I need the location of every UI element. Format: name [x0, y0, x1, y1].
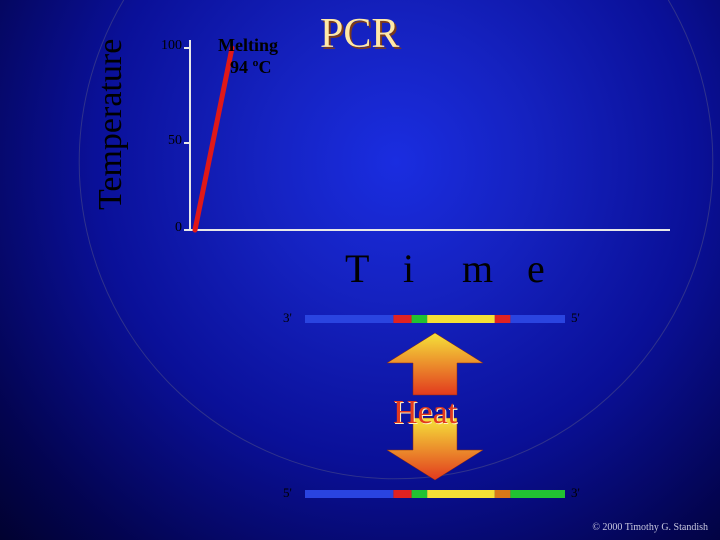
dna-top-left-label: 3': [283, 310, 292, 326]
dna-bottom-right-label: 3': [571, 485, 580, 501]
dna-segment-bottom: [427, 490, 495, 498]
melting-label: Melting: [218, 35, 278, 56]
copyright-text: © 2000 Timothy G. Standish: [592, 522, 708, 533]
dna-top-right-label: 5': [571, 310, 580, 326]
dna-bottom-left-label: 5': [283, 485, 292, 501]
dna-segment-top: [510, 315, 565, 323]
slide-title: PCR: [320, 10, 399, 58]
chart-xlabel-letter: m: [462, 245, 493, 292]
chart-xlabel-letter: e: [527, 245, 545, 292]
chart-xlabel-letter: T: [345, 245, 369, 292]
dna-segment-top: [305, 315, 393, 323]
melting-temp: 94 ºC: [230, 57, 271, 78]
dna-segment-bottom: [305, 490, 393, 498]
chart-ylabel: Temperature: [92, 39, 130, 210]
chart-xlabel-letter: i: [403, 245, 414, 292]
dna-segment-top: [427, 315, 495, 323]
dna-segment-bottom: [510, 490, 565, 498]
dna-segment-top: [495, 315, 511, 323]
dna-segment-bottom: [412, 490, 428, 498]
dna-segment-bottom: [393, 490, 411, 498]
heat-arrow: [387, 333, 483, 395]
chart-melting-line: [195, 48, 232, 230]
heat-label: Heat: [393, 394, 457, 432]
dna-segment-bottom: [495, 490, 511, 498]
chart-ytick-label: 100: [148, 38, 182, 54]
chart-ytick-label: 50: [148, 133, 182, 149]
chart-ytick-label: 0: [148, 220, 182, 236]
dna-segment-top: [393, 315, 411, 323]
dna-segment-top: [412, 315, 428, 323]
